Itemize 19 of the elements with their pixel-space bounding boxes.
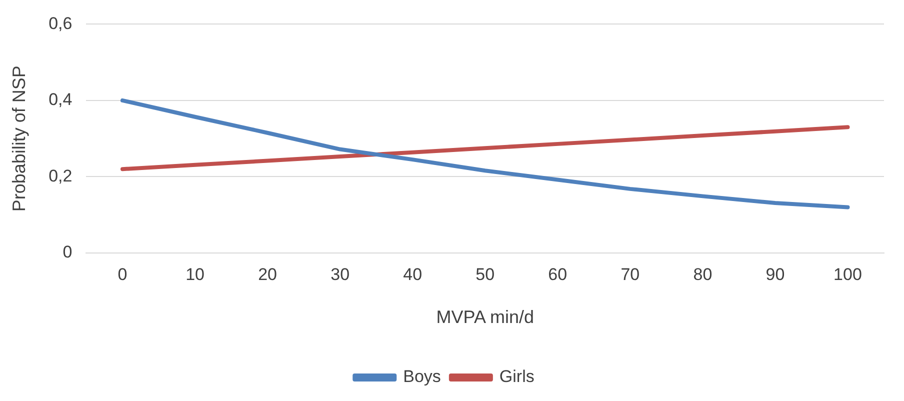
x-tick-label: 20 (258, 264, 278, 284)
legend-label: Boys (403, 367, 441, 386)
x-tick-label: 30 (330, 264, 350, 284)
x-tick-label: 40 (403, 264, 422, 284)
y-axis-title: Probability of NSP (8, 66, 29, 212)
y-tick-label: 0,6 (48, 14, 72, 33)
x-tick-label: 10 (186, 264, 204, 284)
x-tick-label: 50 (476, 264, 495, 284)
legend-label: Girls (499, 367, 534, 386)
x-tick-label: 60 (548, 264, 568, 284)
x-tick-label: 90 (766, 264, 785, 284)
y-tick-label: 0,2 (48, 166, 72, 186)
x-tick-label: 70 (620, 264, 640, 284)
x-tick-label: 80 (693, 264, 712, 284)
x-tick-label: 100 (834, 264, 862, 284)
y-tick-label: 0 (62, 242, 72, 262)
y-tick-label: 0,4 (48, 90, 72, 110)
x-tick-label: 0 (118, 264, 128, 284)
x-axis-title: MVPA min/d (436, 307, 534, 328)
